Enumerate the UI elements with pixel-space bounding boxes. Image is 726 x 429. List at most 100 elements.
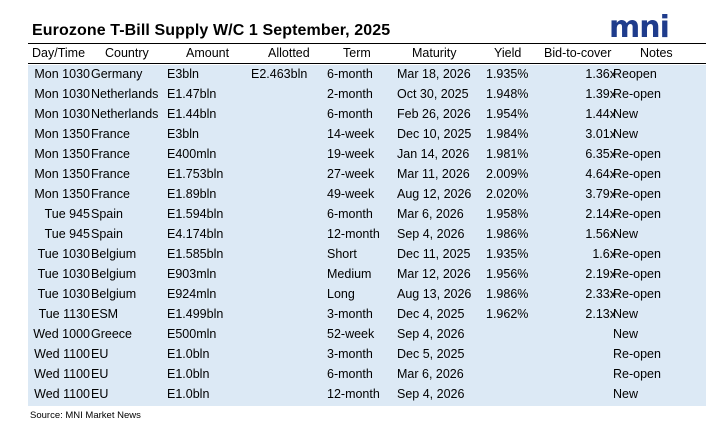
cell-bid-to-cover: 1.44x (585, 107, 616, 121)
cell-daytime: Mon 1350 (34, 147, 90, 161)
cell-maturity: Mar 18, 2026 (397, 67, 471, 81)
cell-maturity: Sep 4, 2026 (397, 227, 465, 241)
cell-notes: Re-open (613, 87, 661, 101)
cell-country: France (91, 187, 130, 201)
cell-yield: 1.981% (486, 147, 529, 161)
cell-maturity: Dec 10, 2025 (397, 127, 472, 141)
cell-country: Belgium (91, 247, 137, 261)
cell-term: 12-month (327, 387, 380, 401)
table-row: Tue 945 Spain E4.174bln 12-month Sep 4, 2026… (28, 225, 706, 245)
cell-notes: Re-open (613, 347, 661, 361)
cell-yield: 1.935% (486, 247, 529, 261)
cell-country: France (91, 147, 130, 161)
cell-notes: New (613, 307, 639, 321)
cell-country: EU (91, 367, 109, 381)
cell-bid-to-cover: 2.19x (585, 267, 616, 281)
cell-notes: New (613, 107, 639, 121)
cell-term: 27-week (327, 167, 375, 181)
cell-amount: E924mln (167, 287, 217, 301)
cell-term: 49-week (327, 187, 375, 201)
cell-amount: E1.0bln (167, 347, 210, 361)
cell-maturity: Dec 11, 2025 (397, 247, 471, 261)
cell-term: 6-month (327, 67, 373, 81)
cell-amount: E1.585bln (167, 247, 224, 261)
cell-maturity: Feb 26, 2026 (397, 107, 471, 121)
cell-daytime: Wed 1000 (33, 327, 90, 341)
mni-logo: mni (609, 10, 670, 45)
cell-yield: 1.986% (486, 287, 529, 301)
cell-notes: Reopen (613, 67, 657, 81)
source-note: Source: MNI Market News (30, 410, 141, 421)
cell-notes: Re-open (613, 367, 661, 381)
cell-daytime: Tue 1130 (38, 307, 90, 321)
cell-yield: 1.962% (486, 307, 529, 321)
cell-amount: E1.89bln (167, 187, 217, 201)
cell-daytime: Tue 945 (44, 227, 90, 241)
cell-daytime: Wed 1100 (34, 387, 90, 401)
cell-daytime: Mon 1350 (34, 127, 90, 141)
cell-term: 12-month (327, 227, 380, 241)
cell-notes: Re-open (613, 167, 661, 181)
cell-maturity: Aug 13, 2026 (397, 287, 472, 301)
table-header: Day/Time Country Amount Allotted Term Ma… (28, 44, 706, 63)
cell-notes: Re-open (613, 207, 661, 221)
cell-amount: E1.0bln (167, 387, 210, 401)
cell-term: 6-month (327, 207, 373, 221)
cell-maturity: Mar 6, 2026 (397, 367, 464, 381)
table-body: Mon 1030 Germany E3bln E2.463bln 6-month Mar … (28, 65, 706, 406)
cell-amount: E903mln (167, 267, 217, 281)
cell-maturity: Dec 5, 2025 (397, 347, 465, 361)
header-top-rule (28, 43, 706, 44)
table-row: Wed 1100 EU E1.0bln 6-month Mar 6, 2026 Re-op… (28, 365, 706, 385)
col-header-maturity: Maturity (412, 46, 457, 60)
table-row: Tue 1030 Belgium E924mln Long Aug 13, 2026 1.… (28, 285, 706, 305)
cell-yield: 2.020% (486, 187, 529, 201)
table-row: Mon 1350 France E3bln 14-week Dec 10, 2025 1.… (28, 125, 706, 145)
cell-amount: E3bln (167, 67, 199, 81)
cell-amount: E1.44bln (167, 107, 217, 121)
cell-country: Belgium (91, 287, 137, 301)
cell-country: France (91, 167, 130, 181)
cell-daytime: Wed 1100 (34, 367, 90, 381)
col-header-daytime: Day/Time (32, 46, 86, 60)
cell-notes: New (613, 227, 639, 241)
cell-bid-to-cover: 3.01x (585, 127, 616, 141)
col-header-amount: Amount (186, 46, 230, 60)
cell-term: 6-month (327, 107, 373, 121)
cell-bid-to-cover: 4.64x (585, 167, 616, 181)
cell-maturity: Mar 6, 2026 (397, 207, 464, 221)
cell-term: 6-month (327, 367, 373, 381)
cell-yield: 1.935% (486, 67, 529, 81)
cell-daytime: Tue 1030 (37, 247, 90, 261)
cell-term: 19-week (327, 147, 375, 161)
cell-term: 14-week (327, 127, 375, 141)
cell-notes: New (613, 387, 639, 401)
cell-daytime: Mon 1030 (34, 87, 90, 101)
cell-maturity: Sep 4, 2026 (397, 387, 465, 401)
cell-amount: E4.174bln (167, 227, 224, 241)
cell-country: France (91, 127, 130, 141)
page-title: Eurozone T-Bill Supply W/C 1 September, … (32, 22, 391, 39)
cell-country: Netherlands (91, 107, 159, 121)
table-row: Mon 1350 France E1.753bln 27-week Mar 11, 20… (28, 165, 706, 185)
cell-notes: Re-open (613, 247, 661, 261)
cell-allotted: E2.463bln (251, 67, 308, 81)
cell-daytime: Tue 1030 (37, 267, 90, 281)
cell-maturity: Mar 11, 2026 (397, 167, 470, 181)
cell-term: Long (327, 287, 355, 301)
cell-bid-to-cover: 6.35x (585, 147, 616, 161)
cell-bid-to-cover: 2.14x (585, 207, 616, 221)
cell-daytime: Tue 1030 (37, 287, 90, 301)
cell-country: Spain (91, 227, 123, 241)
cell-notes: Re-open (613, 267, 661, 281)
cell-notes: New (613, 327, 639, 341)
cell-country: Germany (91, 67, 143, 81)
cell-notes: Re-open (613, 287, 661, 301)
cell-yield: 2.009% (486, 167, 529, 181)
cell-amount: E3bln (167, 127, 199, 141)
table-row: Mon 1350 France E1.89bln 49-week Aug 12, 202… (28, 185, 706, 205)
cell-daytime: Mon 1350 (34, 187, 90, 201)
cell-amount: E1.594bln (167, 207, 224, 221)
cell-notes: New (613, 127, 639, 141)
cell-yield: 1.956% (486, 267, 529, 281)
